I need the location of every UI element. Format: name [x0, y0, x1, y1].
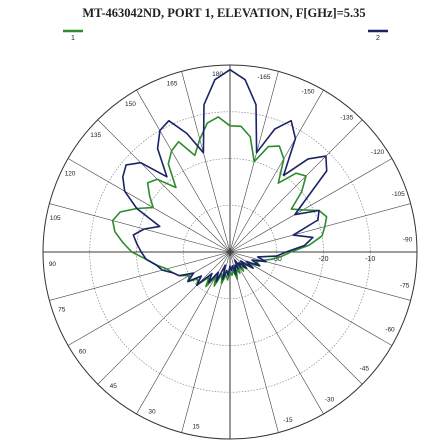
grid-spoke	[229, 89, 324, 253]
angle-tick-label: 105	[50, 215, 61, 222]
r-tick-label: -30	[272, 256, 282, 263]
angle-tick-label: 180	[212, 71, 223, 78]
angle-tick-label: -45	[360, 365, 370, 372]
grid-spoke	[67, 251, 231, 346]
angle-tick-label: 30	[148, 409, 156, 416]
r-tick-label: -10	[365, 256, 375, 263]
grid-spoke	[229, 119, 363, 253]
grid-spoke	[229, 251, 363, 385]
angle-tick-label: -30	[325, 396, 335, 403]
angle-tick-label: -165	[257, 74, 270, 81]
angle-tick-label: -135	[340, 114, 353, 121]
grid-spoke	[229, 203, 411, 253]
r-tick-label: -20	[318, 256, 328, 263]
angle-tick-label: 45	[110, 383, 118, 390]
angle-tick-label: -105	[392, 191, 405, 198]
angle-tick-label: 120	[65, 171, 76, 178]
grid-spoke	[229, 158, 393, 253]
angle-tick-label: -90	[403, 236, 413, 243]
grid-spoke	[229, 251, 279, 433]
angle-tick-label: 75	[58, 307, 66, 314]
angle-tick-label: 15	[192, 423, 200, 430]
angle-tick-label: -15	[283, 417, 293, 424]
series-line	[122, 68, 328, 286]
angle-tick-label: 165	[167, 80, 178, 87]
series-line	[111, 116, 328, 288]
chart-title: MT-463042ND, PORT 1, ELEVATION, F[GHz]=5…	[82, 6, 365, 20]
grid-spoke	[181, 71, 231, 253]
angle-tick-label: -120	[371, 149, 384, 156]
grid-spoke	[49, 251, 231, 301]
legend-label: 1	[71, 35, 75, 42]
angle-tick-label: -60	[385, 327, 395, 334]
angle-tick-label: 90	[49, 261, 57, 268]
legend-label: 2	[376, 35, 380, 42]
grid-spoke	[97, 251, 231, 385]
grid-spoke	[229, 251, 393, 346]
angle-tick-label: -75	[400, 283, 410, 290]
angle-tick-label: 150	[125, 101, 136, 108]
grid-spoke	[49, 203, 231, 253]
angle-tick-label: 60	[79, 348, 87, 355]
grid-spoke	[229, 251, 324, 415]
grid-spoke	[136, 89, 231, 253]
angle-tick-label: -150	[302, 89, 315, 96]
grid-spoke	[97, 119, 231, 253]
angle-tick-label: 135	[90, 132, 101, 139]
grid-spoke	[67, 158, 231, 253]
